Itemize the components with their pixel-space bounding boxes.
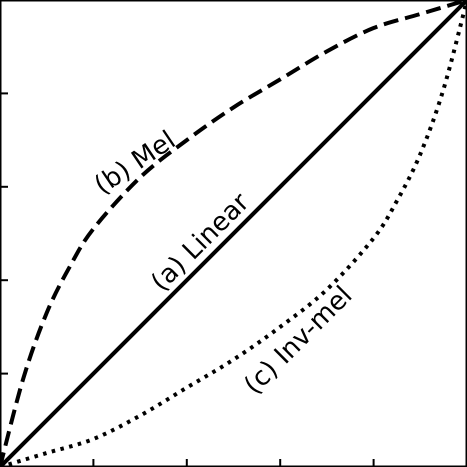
curve-label-b-mel: (b) Mel xyxy=(89,125,181,201)
curve-labels: (a) Linear(b) Mel (c) Inv-mel xyxy=(89,125,358,400)
curve-label-a-linear: (a) Linear xyxy=(146,187,256,297)
curve-label-c-inv-mel: (c) Inv-mel xyxy=(239,281,359,401)
